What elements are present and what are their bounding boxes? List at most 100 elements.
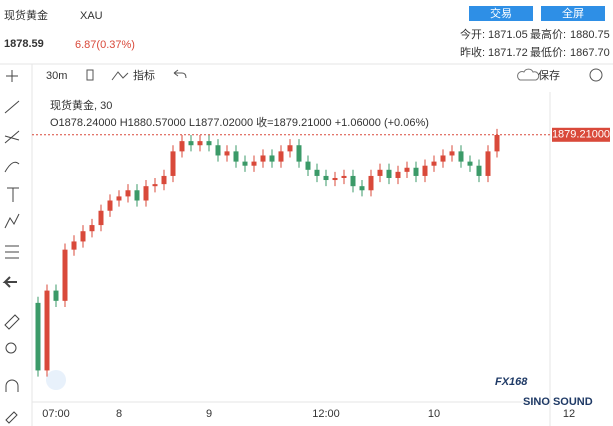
body (395, 171, 401, 178)
settings[interactable] (589, 68, 603, 82)
symbol: XAU (80, 10, 103, 22)
body (125, 190, 131, 197)
tool[interactable] (4, 130, 20, 144)
body (107, 200, 113, 211)
trade-button[interactable] (469, 6, 533, 21)
stat: 1867.70 (570, 47, 610, 59)
body (269, 155, 275, 162)
body (422, 165, 428, 176)
last-price-box (552, 127, 610, 142)
ohlc-text: O1878.24000 H1880.57000 L1877.02000 收=18… (50, 115, 429, 129)
body (152, 184, 158, 187)
stat: 最高价: (530, 27, 566, 41)
body (71, 241, 77, 250)
body (413, 167, 419, 176)
body (359, 186, 365, 191)
watermark-sub: SINO SOUND (523, 396, 593, 408)
last-price-label: 1879.21000 (552, 129, 610, 141)
body (332, 177, 338, 181)
body (431, 161, 437, 166)
tool[interactable] (4, 314, 20, 330)
x-tick-label: 12 (563, 408, 575, 420)
body (287, 145, 293, 152)
x-tick-label: 9 (206, 408, 212, 420)
tool[interactable] (4, 213, 20, 229)
body (143, 186, 149, 201)
tool[interactable] (4, 161, 20, 173)
change: 6.87(0.37%) (75, 39, 135, 51)
body (314, 169, 320, 176)
body (35, 302, 41, 371)
body (170, 151, 176, 176)
tool[interactable] (7, 187, 19, 202)
name: 现货黄金 (4, 8, 48, 22)
body (161, 175, 167, 185)
body (296, 145, 302, 162)
tool[interactable] (5, 411, 18, 424)
body (386, 169, 392, 178)
body (368, 175, 374, 191)
tool[interactable] (2, 276, 17, 288)
x-tick-label: 8 (116, 408, 122, 420)
body (458, 151, 464, 162)
stat: 最低价: (530, 46, 566, 59)
body (134, 190, 140, 201)
stat: 1880.75 (570, 29, 610, 41)
logo-bubble (46, 370, 66, 390)
body (224, 151, 230, 156)
save[interactable]: 保存 (538, 68, 560, 82)
body (251, 161, 257, 166)
body (242, 161, 248, 166)
interval[interactable]: 30m (46, 70, 67, 82)
body (62, 249, 68, 301)
tool[interactable] (4, 100, 20, 114)
body (323, 175, 329, 181)
body (476, 165, 482, 176)
cloud-icon[interactable] (517, 68, 540, 81)
body (53, 290, 59, 301)
tool[interactable] (6, 70, 18, 82)
indicator-icon[interactable] (111, 71, 129, 81)
body (278, 151, 284, 162)
body (494, 134, 500, 152)
stats: 今开: 1871.05 最高价: 1880.75 昨收: 1871.72 最低价… (460, 27, 610, 59)
tool[interactable] (5, 379, 19, 392)
body (80, 231, 86, 242)
body (179, 141, 185, 152)
x-tick-label: 10 (428, 408, 440, 420)
trade-label[interactable]: 交易 (490, 6, 512, 20)
body (485, 151, 491, 176)
x-tick-label: 12:00 (312, 408, 340, 420)
fullscreen-label[interactable]: 全屏 (562, 6, 584, 20)
tool[interactable] (5, 245, 19, 259)
stat: 今开: (460, 27, 485, 41)
body (89, 225, 95, 232)
body (215, 145, 221, 156)
body (305, 161, 311, 170)
tool[interactable] (5, 342, 17, 354)
drawing-tools[interactable] (2, 70, 20, 424)
price: 1878.59 (4, 38, 44, 50)
indicator[interactable]: 指标 (133, 68, 155, 82)
body (467, 161, 473, 166)
body (233, 151, 239, 162)
x-tick-label: 07:00 (42, 408, 70, 420)
body (404, 167, 410, 172)
fullscreen-button[interactable] (541, 6, 605, 21)
body (377, 169, 383, 176)
body (350, 175, 356, 187)
undo[interactable] (173, 69, 187, 79)
body (188, 141, 194, 146)
body (44, 290, 50, 371)
stat: 1871.05 (488, 29, 528, 41)
body (197, 141, 203, 146)
body (116, 196, 122, 201)
stat: 昨收: (460, 45, 485, 59)
candle-icon[interactable] (86, 69, 94, 81)
body (206, 141, 212, 146)
watermark-logo: FX168 (495, 376, 528, 388)
body (98, 210, 104, 226)
plot: 07:00 8 9 12:00 10 12 1879.21000 (32, 127, 610, 420)
